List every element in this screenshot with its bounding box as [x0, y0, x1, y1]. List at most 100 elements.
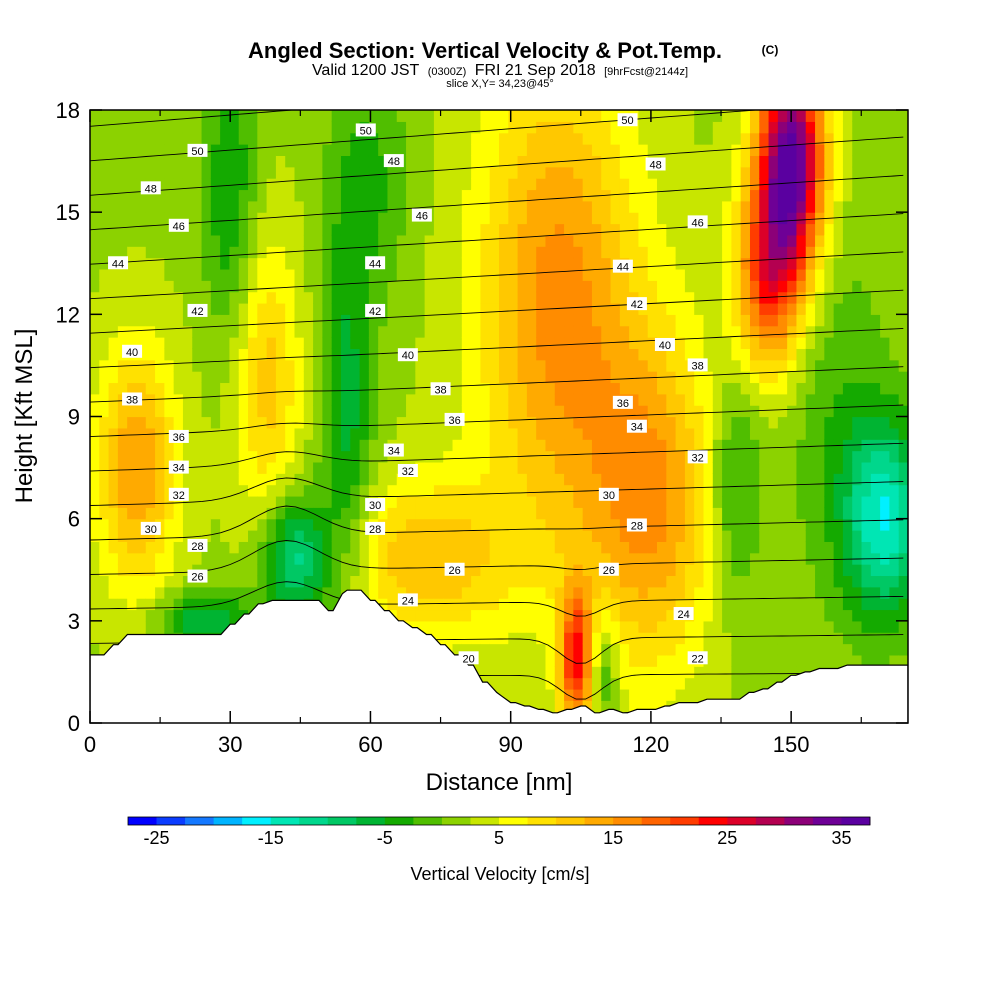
velocity-cell — [740, 234, 751, 247]
velocity-cell — [173, 450, 184, 463]
velocity-cell — [229, 439, 240, 452]
velocity-cell — [759, 371, 770, 384]
velocity-cell — [768, 393, 779, 406]
velocity-cell — [880, 189, 891, 202]
velocity-cell — [852, 620, 863, 633]
velocity-cell — [564, 677, 574, 690]
velocity-cell — [155, 552, 165, 565]
velocity-cell — [294, 507, 305, 520]
velocity-cell — [285, 337, 296, 349]
velocity-cell — [861, 405, 872, 418]
velocity-cell — [294, 484, 305, 497]
velocity-cell — [582, 359, 593, 372]
velocity-cell — [759, 359, 770, 372]
velocity-cell — [861, 234, 872, 247]
velocity-cell — [629, 473, 640, 486]
velocity-cell — [108, 178, 119, 191]
velocity-cell — [694, 564, 705, 577]
velocity-cell — [629, 178, 640, 191]
velocity-cell — [796, 223, 807, 236]
velocity-cell — [629, 575, 640, 588]
velocity-cell — [787, 393, 798, 406]
velocity-cell — [601, 246, 612, 259]
velocity-cell — [471, 620, 482, 633]
velocity-cell — [712, 575, 723, 588]
velocity-cell — [731, 110, 742, 122]
velocity-cell — [313, 495, 323, 508]
velocity-cell — [517, 132, 528, 145]
velocity-cell — [99, 405, 110, 418]
contour-label-text: 38 — [692, 360, 704, 372]
velocity-cell — [238, 541, 249, 554]
velocity-cell — [647, 416, 658, 429]
velocity-cell — [554, 507, 565, 520]
velocity-cell — [350, 473, 361, 486]
velocity-cell — [749, 643, 760, 656]
velocity-cell — [880, 643, 891, 656]
velocity-cell — [424, 416, 435, 429]
velocity-cell — [275, 371, 286, 384]
velocity-cell — [229, 166, 240, 179]
velocity-cell — [275, 552, 286, 565]
velocity-cell — [201, 530, 212, 542]
velocity-cell — [164, 382, 175, 395]
velocity-cell — [610, 132, 621, 145]
velocity-cell — [564, 223, 574, 236]
velocity-cell — [777, 291, 788, 304]
velocity-cell — [629, 155, 640, 168]
velocity-cell — [657, 280, 667, 293]
velocity-cell — [90, 507, 100, 520]
velocity-cell — [368, 461, 379, 474]
velocity-cell — [415, 155, 426, 168]
velocity-cell — [796, 518, 807, 531]
velocity-cell — [220, 427, 231, 440]
velocity-cell — [694, 302, 705, 315]
velocity-cell — [852, 302, 863, 315]
velocity-cell — [331, 223, 342, 236]
velocity-cell — [127, 257, 138, 270]
velocity-cell — [313, 257, 323, 270]
velocity-cell — [582, 280, 593, 293]
velocity-cell — [182, 212, 193, 225]
velocity-cell — [248, 246, 258, 259]
velocity-cell — [749, 337, 760, 349]
velocity-cell — [266, 132, 277, 145]
velocity-cell — [638, 393, 649, 406]
velocity-cell — [610, 325, 621, 338]
velocity-cell — [433, 291, 444, 304]
velocity-cell — [545, 382, 556, 395]
velocity-cell — [406, 586, 416, 599]
velocity-cell — [861, 178, 872, 191]
velocity-cell — [591, 359, 602, 372]
velocity-cell — [238, 348, 249, 361]
velocity-cell — [852, 121, 863, 134]
velocity-cell — [378, 507, 389, 520]
velocity-cell — [192, 166, 203, 179]
velocity-cell — [880, 121, 891, 134]
velocity-cell — [787, 495, 798, 508]
velocity-cell — [433, 598, 444, 611]
velocity-cell — [694, 666, 705, 679]
velocity-cell — [192, 439, 203, 452]
velocity-cell — [880, 393, 891, 406]
velocity-cell — [210, 484, 221, 497]
velocity-cell — [229, 200, 240, 213]
velocity-cell — [545, 609, 556, 622]
velocity-cell — [294, 268, 305, 281]
velocity-cell — [90, 110, 100, 122]
velocity-cell — [796, 371, 807, 384]
velocity-cell — [452, 473, 463, 486]
velocity-cell — [805, 507, 816, 520]
velocity-cell — [787, 178, 798, 191]
velocity-cell — [471, 348, 482, 361]
velocity-cell — [117, 632, 128, 645]
velocity-cell — [638, 495, 649, 508]
velocity-cell — [90, 632, 100, 645]
velocity-cell — [220, 450, 231, 463]
isentrope-line — [90, 404, 904, 438]
velocity-cell — [889, 439, 900, 452]
velocity-cell — [629, 405, 640, 418]
velocity-cell — [220, 473, 231, 486]
velocity-cell — [759, 416, 770, 429]
velocity-cell — [629, 439, 640, 452]
